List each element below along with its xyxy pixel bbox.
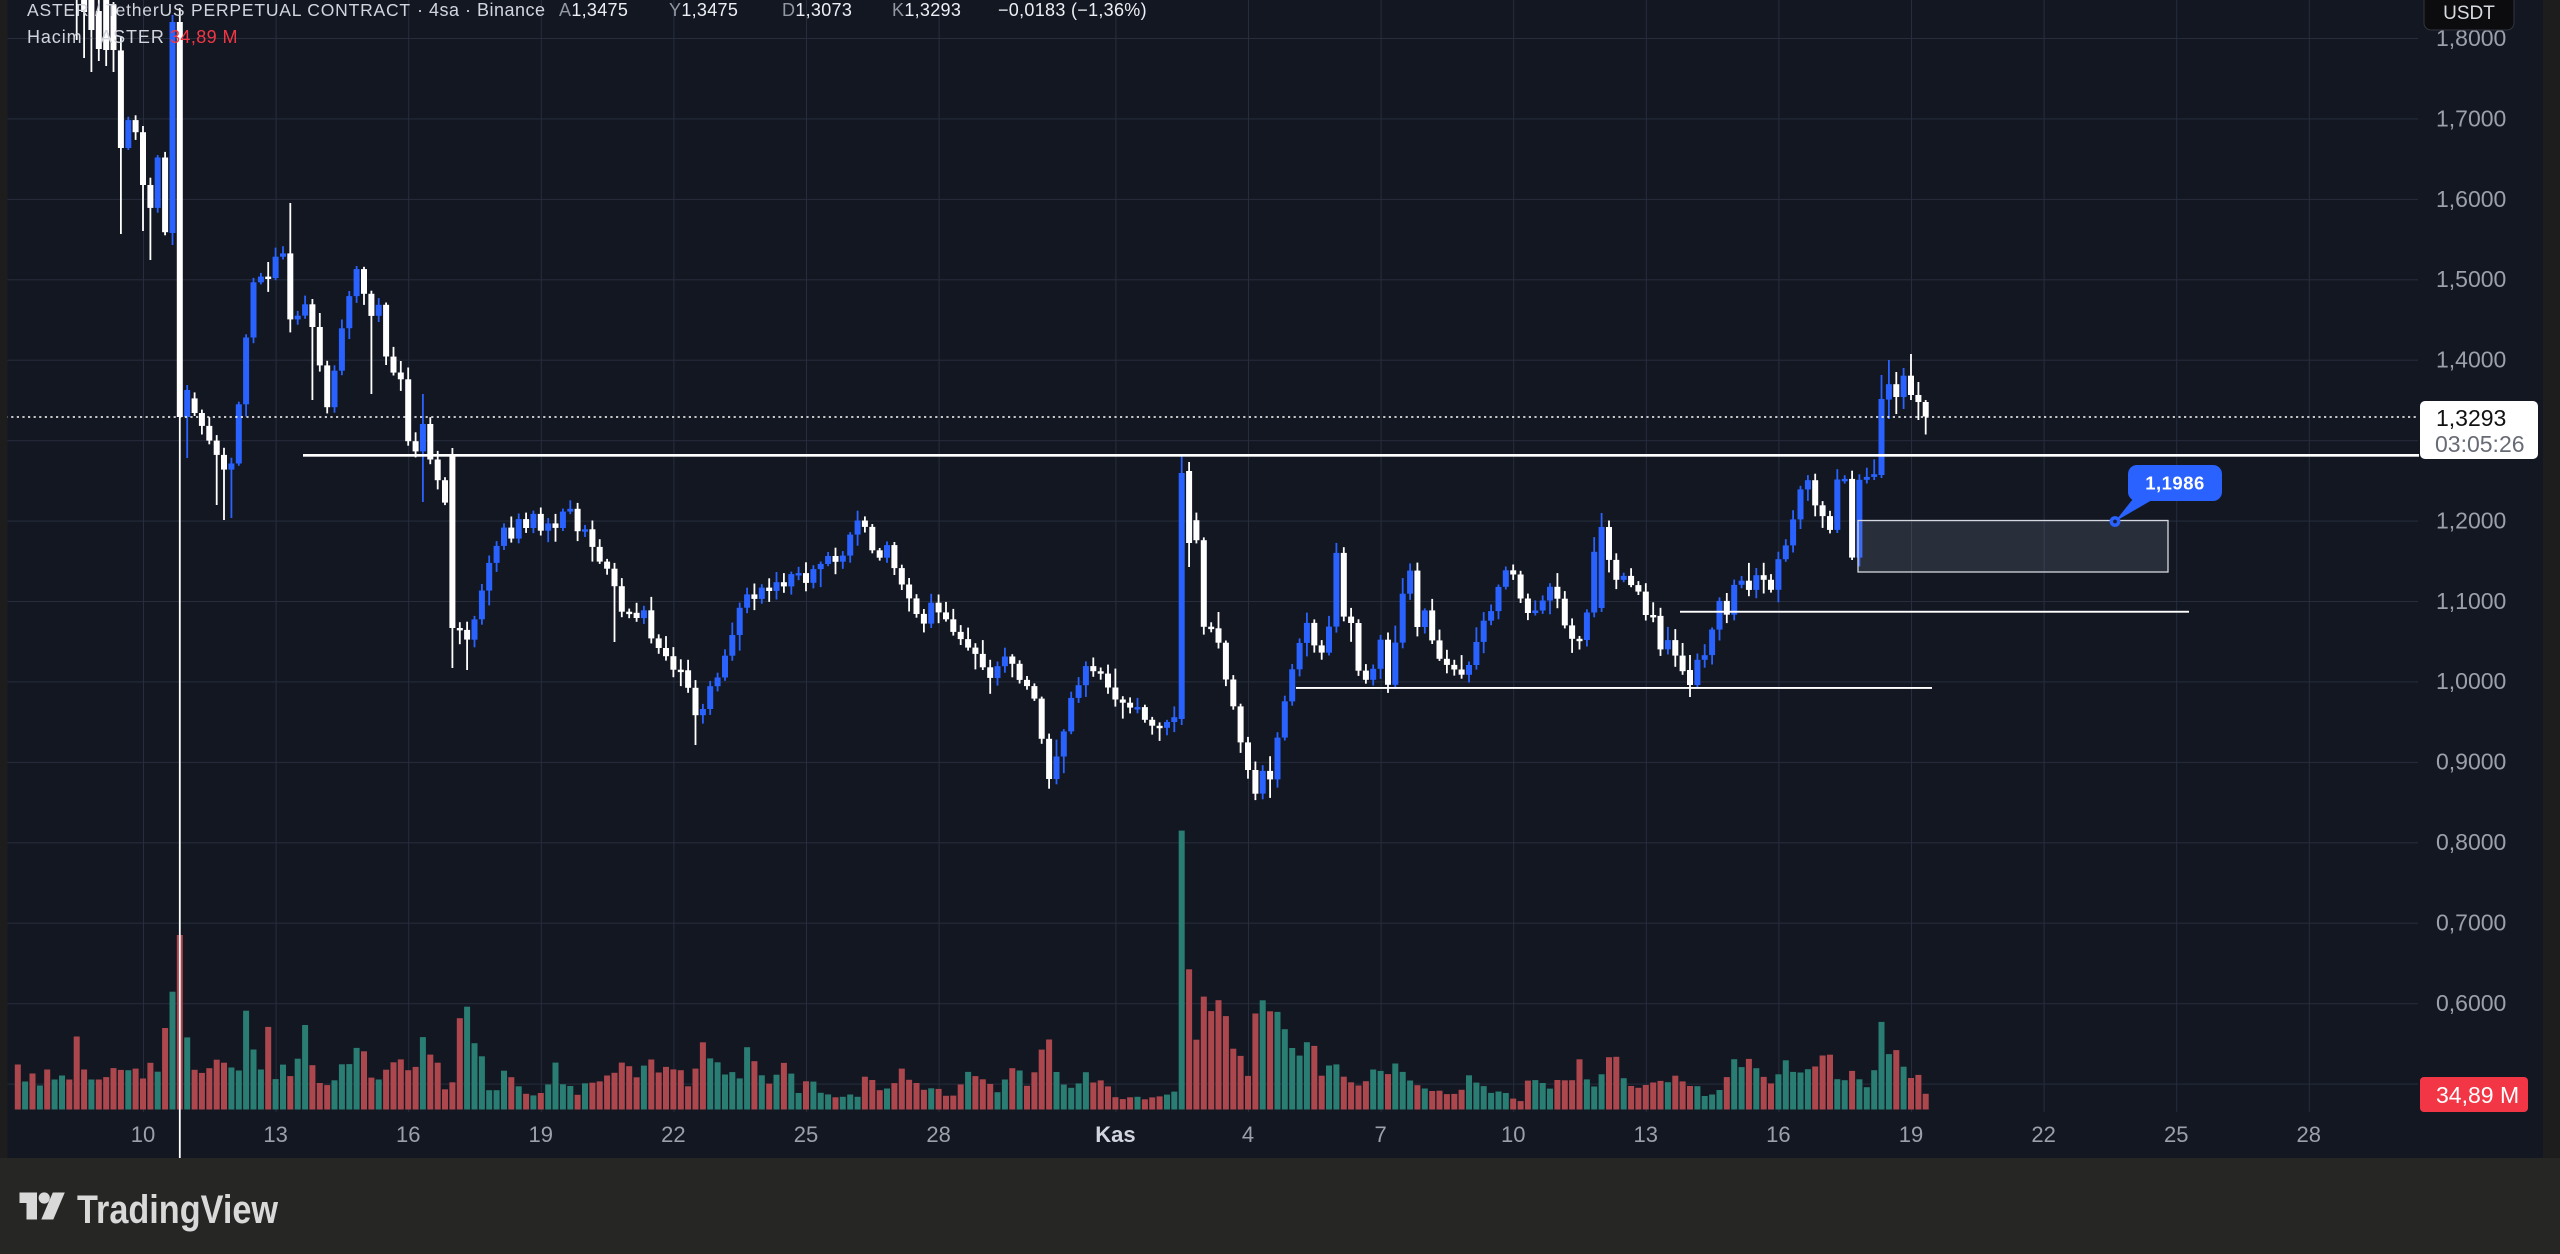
svg-text:28: 28: [926, 1122, 950, 1147]
svg-text:19: 19: [529, 1122, 553, 1147]
svg-text:1,1986: 1,1986: [2145, 473, 2205, 494]
svg-text:1,7000: 1,7000: [2436, 105, 2506, 131]
svg-text:25: 25: [794, 1122, 818, 1147]
svg-text:0,7000: 0,7000: [2436, 909, 2506, 935]
svg-text:34,89 M: 34,89 M: [2436, 1082, 2519, 1108]
svg-text:19: 19: [1899, 1122, 1923, 1147]
svg-text:1,4000: 1,4000: [2436, 347, 2506, 373]
svg-text:03:05:26: 03:05:26: [2435, 431, 2525, 457]
svg-text:1,3293: 1,3293: [2436, 405, 2506, 431]
svg-text:D1,3073: D1,3073: [782, 0, 852, 20]
svg-text:10: 10: [1501, 1122, 1525, 1147]
svg-text:A1,3475: A1,3475: [559, 0, 628, 20]
svg-text:1,0000: 1,0000: [2436, 668, 2506, 694]
svg-text:0,9000: 0,9000: [2436, 749, 2506, 775]
svg-text:16: 16: [396, 1122, 420, 1147]
svg-text:16: 16: [1766, 1122, 1790, 1147]
svg-text:1,6000: 1,6000: [2436, 186, 2506, 212]
svg-text:ASTER / TetherUS PERPETUAL CON: ASTER / TetherUS PERPETUAL CONTRACT: [27, 0, 411, 20]
svg-text:K1,3293: K1,3293: [892, 0, 961, 20]
svg-text:USDT: USDT: [2443, 3, 2495, 24]
svg-text:−0,0183 (−1,36%): −0,0183 (−1,36%): [998, 0, 1147, 20]
svg-text:1,2000: 1,2000: [2436, 507, 2506, 533]
svg-text:1,1000: 1,1000: [2436, 588, 2506, 614]
svg-text:TradingView: TradingView: [77, 1188, 279, 1232]
svg-text:10: 10: [131, 1122, 155, 1147]
svg-text:34,89 M: 34,89 M: [170, 27, 238, 47]
svg-text:4: 4: [1242, 1122, 1254, 1147]
svg-text:13: 13: [1634, 1122, 1658, 1147]
svg-text:Kas: Kas: [1095, 1122, 1135, 1147]
svg-text:7: 7: [1374, 1122, 1386, 1147]
svg-text:0,6000: 0,6000: [2436, 990, 2506, 1016]
svg-text:1,5000: 1,5000: [2436, 266, 2506, 292]
svg-text:22: 22: [2031, 1122, 2055, 1147]
svg-text:· 4sa · Binance: · 4sa · Binance: [417, 0, 546, 20]
svg-text:Hacim · ASTER: Hacim · ASTER: [27, 27, 165, 47]
svg-text:13: 13: [263, 1122, 287, 1147]
svg-text:22: 22: [661, 1122, 685, 1147]
svg-text:25: 25: [2164, 1122, 2188, 1147]
svg-text:0,8000: 0,8000: [2436, 829, 2506, 855]
svg-text:Y1,3475: Y1,3475: [669, 0, 738, 20]
svg-text:28: 28: [2297, 1122, 2321, 1147]
